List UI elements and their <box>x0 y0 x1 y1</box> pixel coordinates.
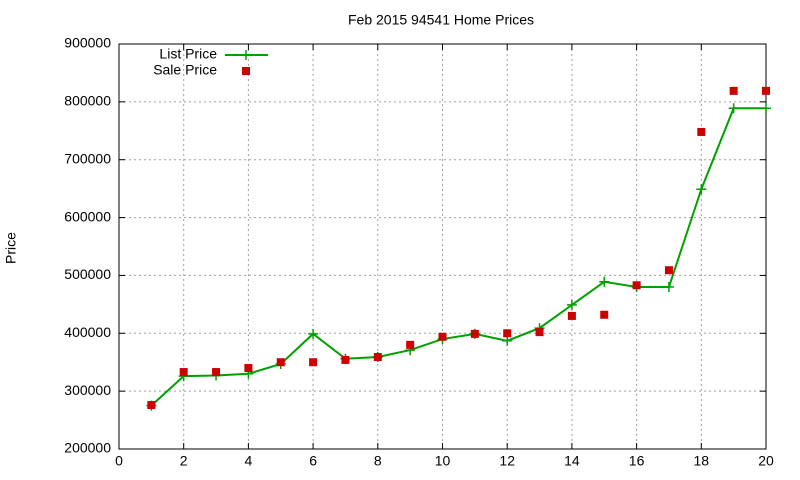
data-point <box>276 358 285 367</box>
x-tick-label: 8 <box>374 453 382 469</box>
data-point <box>567 311 576 320</box>
data-point <box>728 103 739 114</box>
y-tick-label: 700000 <box>64 150 111 166</box>
y-tick-label: 200000 <box>64 440 111 456</box>
data-point <box>535 328 544 337</box>
x-tick-label: 2 <box>180 453 188 469</box>
data-point <box>503 329 512 338</box>
data-point <box>697 127 706 136</box>
data-point <box>729 86 738 95</box>
data-point <box>373 353 382 362</box>
legend-label: Sale Price <box>153 62 217 78</box>
y-axis-label: Price <box>3 232 19 264</box>
data-point <box>600 310 609 319</box>
x-tick-label: 14 <box>564 453 580 469</box>
data-point <box>566 299 577 310</box>
x-tick-label: 20 <box>758 453 774 469</box>
legend-marker <box>242 67 250 75</box>
x-tick-label: 16 <box>629 453 645 469</box>
data-point <box>663 282 674 292</box>
data-point <box>244 364 253 372</box>
data-point <box>696 184 707 195</box>
x-tick-label: 12 <box>499 453 515 469</box>
chart-title: Feb 2015 94541 Home Prices <box>348 12 534 28</box>
data-point <box>179 368 188 377</box>
data-point <box>470 329 479 338</box>
x-tick-label: 0 <box>115 453 123 469</box>
x-tick-label: 6 <box>309 453 317 469</box>
y-tick-label: 400000 <box>64 324 111 340</box>
data-point <box>406 340 415 349</box>
data-point <box>762 86 770 95</box>
series-line <box>150 107 766 407</box>
data-point <box>599 276 610 287</box>
data-point <box>212 368 221 377</box>
y-tick-label: 600000 <box>64 208 111 224</box>
data-point <box>341 355 350 364</box>
data-point <box>664 266 673 275</box>
data-point <box>308 328 319 339</box>
y-tick-label: 900000 <box>64 35 111 51</box>
x-tick-label: 18 <box>694 453 710 469</box>
y-tick-label: 800000 <box>64 93 111 109</box>
y-tick-label: 300000 <box>64 382 111 398</box>
data-point <box>147 401 156 410</box>
y-tick-label: 500000 <box>64 266 111 282</box>
legend-label: List Price <box>159 46 217 62</box>
plot-frame <box>118 43 767 450</box>
data-point <box>761 103 771 114</box>
data-point <box>309 358 318 367</box>
x-tick-label: 4 <box>245 453 253 469</box>
data-point <box>502 335 513 346</box>
data-point <box>632 281 641 290</box>
x-tick-label: 10 <box>435 453 451 469</box>
data-point <box>438 332 447 341</box>
legend-marker <box>241 50 251 60</box>
